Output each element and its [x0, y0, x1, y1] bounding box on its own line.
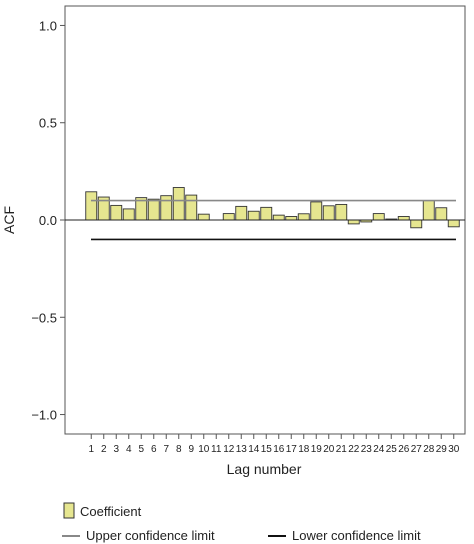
x-tick-label: 4 [126, 444, 132, 455]
x-tick-label: 12 [223, 444, 235, 455]
bar [372, 213, 385, 221]
x-tick-label: 16 [273, 444, 285, 455]
bar [297, 213, 310, 221]
x-tick-label: 10 [198, 444, 210, 455]
y-axis: 1.0 0.5 0.0 −0.5 −1.0 [31, 18, 65, 423]
legend-coefficient-swatch [63, 502, 75, 519]
bar [247, 210, 260, 221]
x-tick-label: 9 [188, 444, 194, 455]
legend-lower-label: Lower confidence limit [292, 528, 421, 543]
x-tick-label: 23 [361, 444, 373, 455]
bar [185, 194, 198, 221]
y-tick-label: −0.5 [31, 310, 57, 325]
x-tick-label: 14 [248, 444, 260, 455]
x-axis: 1 2 3 4 5 6 7 8 9 10 11 12 13 14 15 16 17 18 19 20 21 22 23 24 2… [88, 434, 460, 455]
x-tick-label: 6 [151, 444, 157, 455]
bar [85, 191, 98, 221]
bar [322, 205, 335, 221]
x-tick-label: 1 [88, 444, 94, 455]
x-tick-label: 5 [138, 444, 144, 455]
bar [110, 204, 123, 221]
x-tick-label: 25 [386, 444, 398, 455]
bar [422, 200, 435, 221]
x-tick-label: 24 [373, 444, 385, 455]
x-tick-label: 11 [211, 444, 222, 455]
x-tick-label: 30 [448, 444, 460, 455]
x-tick-label: 15 [261, 444, 273, 455]
y-tick-label: 0.5 [39, 116, 57, 131]
bar [260, 206, 273, 221]
bar [160, 195, 173, 221]
bar [272, 214, 285, 221]
y-tick-label: 0.0 [39, 213, 57, 228]
bar [222, 213, 235, 221]
x-tick-label: 13 [236, 444, 248, 455]
bar [197, 213, 210, 221]
x-tick-label: 29 [436, 444, 448, 455]
bar [310, 201, 323, 221]
bar [235, 205, 248, 221]
x-tick-label: 21 [336, 444, 348, 455]
x-tick-label: 17 [286, 444, 298, 455]
legend: Coefficient Upper confidence limit Lower… [62, 502, 421, 543]
legend-coefficient-label: Coefficient [80, 504, 142, 519]
x-tick-label: 26 [398, 444, 410, 455]
x-tick-label: 28 [423, 444, 435, 455]
bar [335, 203, 348, 221]
x-tick-label: 3 [113, 444, 119, 455]
y-axis-title: ACF [1, 206, 17, 234]
bar [447, 219, 460, 228]
x-tick-label: 8 [176, 444, 182, 455]
bar [397, 216, 410, 221]
x-tick-label: 20 [323, 444, 335, 455]
x-tick-label: 22 [348, 444, 360, 455]
bar [347, 219, 360, 225]
x-tick-label: 18 [298, 444, 310, 455]
bar [172, 187, 185, 221]
x-tick-label: 7 [163, 444, 169, 455]
x-tick-label: 2 [101, 444, 107, 455]
y-tick-label: 1.0 [39, 18, 57, 33]
legend-upper-label: Upper confidence limit [86, 528, 215, 543]
bar [147, 198, 160, 221]
y-tick-label: −1.0 [31, 408, 57, 423]
x-tick-label: 19 [311, 444, 323, 455]
x-tick-label: 27 [411, 444, 423, 455]
bar [122, 208, 135, 221]
x-axis-title: Lag number [227, 461, 302, 477]
bar [285, 216, 298, 221]
bar [410, 219, 423, 229]
bar [435, 207, 448, 221]
